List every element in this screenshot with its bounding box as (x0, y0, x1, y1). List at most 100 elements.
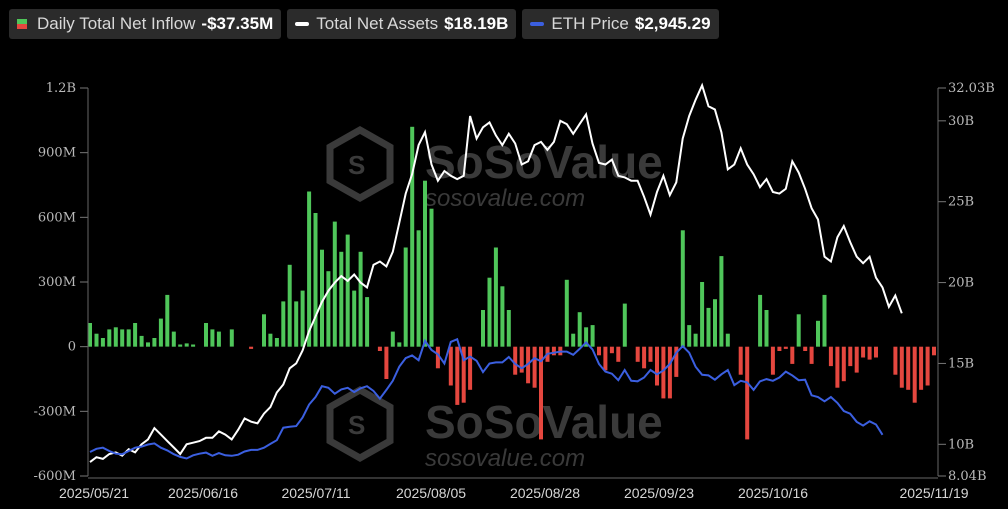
net-inflow-bar (403, 247, 408, 347)
legend-total-net-assets[interactable]: Total Net Assets $18.19B (287, 9, 517, 39)
net-inflow-bar (770, 346, 775, 375)
net-inflow-bar (390, 331, 395, 347)
net-inflow-bar (493, 247, 498, 347)
left-axis: 1.2B 900M 600M 300M 0 -300M -600M (33, 81, 89, 484)
net-inflow-bar (764, 310, 769, 347)
net-inflow-bar (687, 325, 692, 347)
right-tick-label: 20B (948, 276, 974, 291)
right-tick-label: 8.04B (948, 469, 987, 484)
net-inflow-bar (191, 344, 196, 347)
net-inflow-bar (899, 346, 904, 388)
net-inflow-bar (854, 346, 859, 373)
left-tick-label: 600M (38, 210, 76, 225)
left-tick-label: 0 (68, 340, 76, 355)
net-inflow-bar (777, 346, 782, 351)
net-inflow-bar (674, 346, 679, 377)
left-tick-label: 300M (38, 275, 76, 290)
net-inflow-bar (655, 346, 659, 386)
legend-eth-price[interactable]: ETH Price $2,945.29 (522, 9, 719, 39)
line-swatch-icon (530, 22, 545, 26)
x-tick-label: 2025/09/23 (624, 485, 694, 501)
net-inflow-bar (912, 346, 917, 403)
eth-price-line (89, 337, 884, 460)
net-inflow-bars (88, 126, 936, 440)
net-inflow-bar (642, 346, 647, 369)
net-inflow-bar (539, 346, 543, 440)
net-inflow-bar (667, 346, 672, 399)
net-inflow-bar (609, 346, 614, 354)
watermark-brand: SoSoValue (425, 136, 663, 188)
svg-text:S: S (348, 410, 365, 440)
x-tick-label: 2025/10/16 (738, 485, 808, 501)
net-inflow-bar (925, 346, 930, 386)
legend-total-net-assets-label: Total Net Assets (316, 14, 439, 33)
net-inflow-bar (603, 346, 608, 371)
net-inflow-bar (397, 342, 402, 347)
net-inflow-bar (165, 294, 170, 347)
net-inflow-bar (384, 346, 389, 379)
net-inflow-bar (204, 323, 208, 347)
legend-net-inflow-value: -$37.35M (201, 14, 274, 33)
net-inflow-bar (184, 343, 189, 347)
net-inflow-bar (320, 249, 324, 347)
net-inflow-bar (822, 294, 827, 347)
net-inflow-bar (448, 346, 453, 386)
net-inflow-bar (738, 346, 743, 375)
net-inflow-bar (551, 346, 556, 356)
legend-eth-price-value: $2,945.29 (634, 14, 711, 33)
net-inflow-bar (635, 346, 640, 362)
net-inflow-bar (816, 320, 820, 347)
net-inflow-bar (249, 346, 254, 349)
net-inflow-bar (146, 342, 150, 347)
x-tick-label: 2025/06/16 (168, 485, 238, 501)
sosovalue-logo-icon: S (326, 385, 394, 463)
net-inflow-bar (713, 299, 717, 347)
net-inflow-bar (861, 346, 866, 358)
net-inflow-bar (706, 307, 711, 347)
legend-eth-price-label: ETH Price (551, 14, 629, 33)
net-inflow-bar (590, 325, 595, 347)
net-inflow-bar (88, 323, 92, 347)
net-inflow-bar (693, 333, 698, 347)
net-inflow-bar (700, 282, 705, 347)
net-inflow-bar (268, 333, 273, 347)
net-inflow-bar (410, 126, 415, 347)
net-inflow-bar (300, 290, 305, 347)
net-inflow-bar (661, 346, 666, 399)
net-inflow-bar (365, 297, 370, 347)
net-inflow-bar (564, 279, 569, 347)
x-tick-label: 2025/11/19 (899, 485, 968, 501)
legend-net-inflow[interactable]: Daily Total Net Inflow -$37.35M (9, 9, 282, 39)
net-inflow-bar (809, 346, 814, 364)
net-inflow-bar (107, 329, 112, 347)
left-tick-label: -300M (33, 404, 76, 419)
net-inflow-bar (287, 264, 292, 347)
right-tick-label: 30B (948, 114, 974, 129)
right-axis: 32.03B 30B 25B 20B 15B 10B 8.04B (937, 81, 995, 484)
left-tick-label: 900M (38, 146, 76, 161)
net-inflow-bar (158, 318, 163, 347)
right-tick-label: 15B (948, 356, 974, 371)
net-inflow-bar (429, 208, 434, 347)
net-inflow-bar (339, 251, 344, 347)
net-inflow-bar (932, 346, 936, 356)
net-inflow-bar (416, 230, 421, 347)
net-inflow-bar (506, 310, 511, 347)
total-net-assets-line (89, 82, 903, 463)
svg-text:S: S (348, 150, 365, 180)
net-inflow-bar (229, 329, 234, 347)
net-inflow-bar (178, 344, 183, 347)
net-inflow-bar (867, 346, 872, 360)
net-inflow-bar (577, 312, 582, 347)
net-inflow-bar (500, 286, 505, 347)
net-inflow-bar (783, 346, 788, 349)
net-inflow-bar (796, 314, 801, 347)
x-tick-label: 2025/08/28 (510, 485, 580, 501)
net-inflow-bar (377, 346, 382, 351)
net-inflow-bar (94, 333, 99, 347)
x-tick-label: 2025/08/05 (396, 485, 466, 501)
net-inflow-bar (648, 346, 653, 362)
x-axis: 2025/05/21 2025/06/16 2025/07/11 2025/08/05… (59, 477, 969, 501)
right-tick-label: 25B (948, 195, 974, 210)
